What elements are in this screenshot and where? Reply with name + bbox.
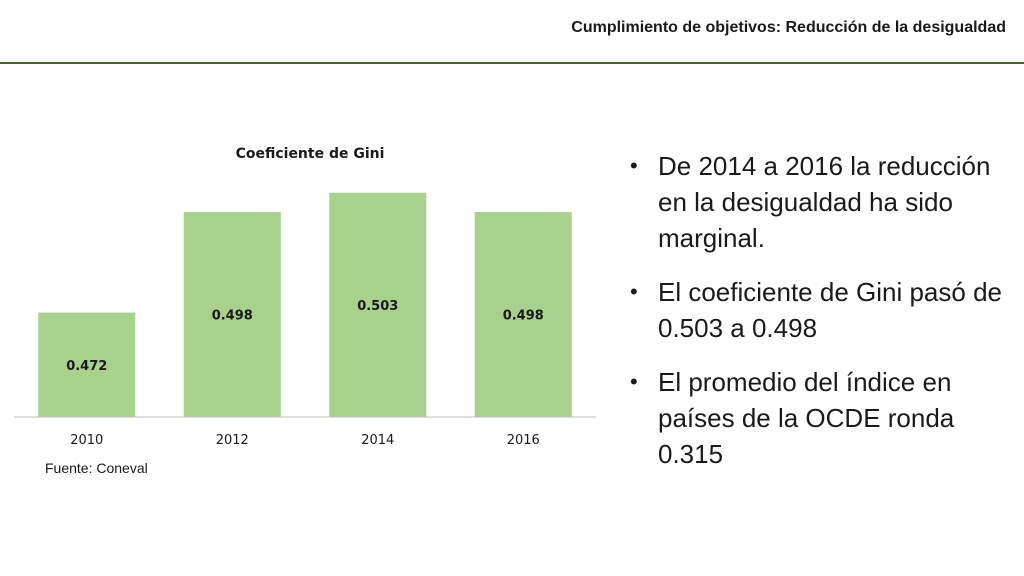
bar-2014: [329, 192, 427, 417]
data-label-2014: 0.503: [357, 299, 398, 314]
bullet-item: • El promedio del índice en países de la …: [628, 364, 1012, 472]
data-label-2016: 0.498: [503, 309, 544, 324]
bullet-item: • De 2014 a 2016 la reducción en la desig…: [628, 148, 1012, 256]
chart-title: Coeficiente de Gini: [236, 146, 385, 162]
x-tick-labels: 2010 2012 2014 2016: [70, 433, 540, 448]
x-tick-2012: 2012: [216, 433, 249, 448]
gini-bar-chart: Coeficiente de Gini 0.472 0.498 0.503 0.498…: [14, 146, 596, 448]
x-tick-2014: 2014: [361, 433, 394, 448]
data-label-2010: 0.472: [66, 359, 107, 374]
x-tick-2010: 2010: [70, 433, 103, 448]
bar-2012: [183, 212, 281, 417]
bullet-dot: •: [630, 369, 638, 394]
bullet-dot: •: [630, 279, 638, 304]
data-label-2012: 0.498: [212, 309, 253, 324]
bar-2016: [474, 212, 572, 417]
bar-2010: [38, 312, 136, 417]
bars-group: 0.472 0.498 0.503 0.498: [38, 192, 572, 417]
bullet-list: • De 2014 a 2016 la reducción en la desig…: [628, 148, 1012, 490]
source-note: Fuente: Coneval: [45, 460, 148, 476]
bullet-item: • El coeficiente de Gini pasó de 0.503 a …: [628, 274, 1012, 346]
header-divider: [0, 62, 1024, 64]
page-title: Cumplimiento de objetivos: Reducción de …: [571, 19, 1006, 36]
bullet-dot: •: [630, 153, 638, 178]
x-tick-2016: 2016: [507, 433, 540, 448]
